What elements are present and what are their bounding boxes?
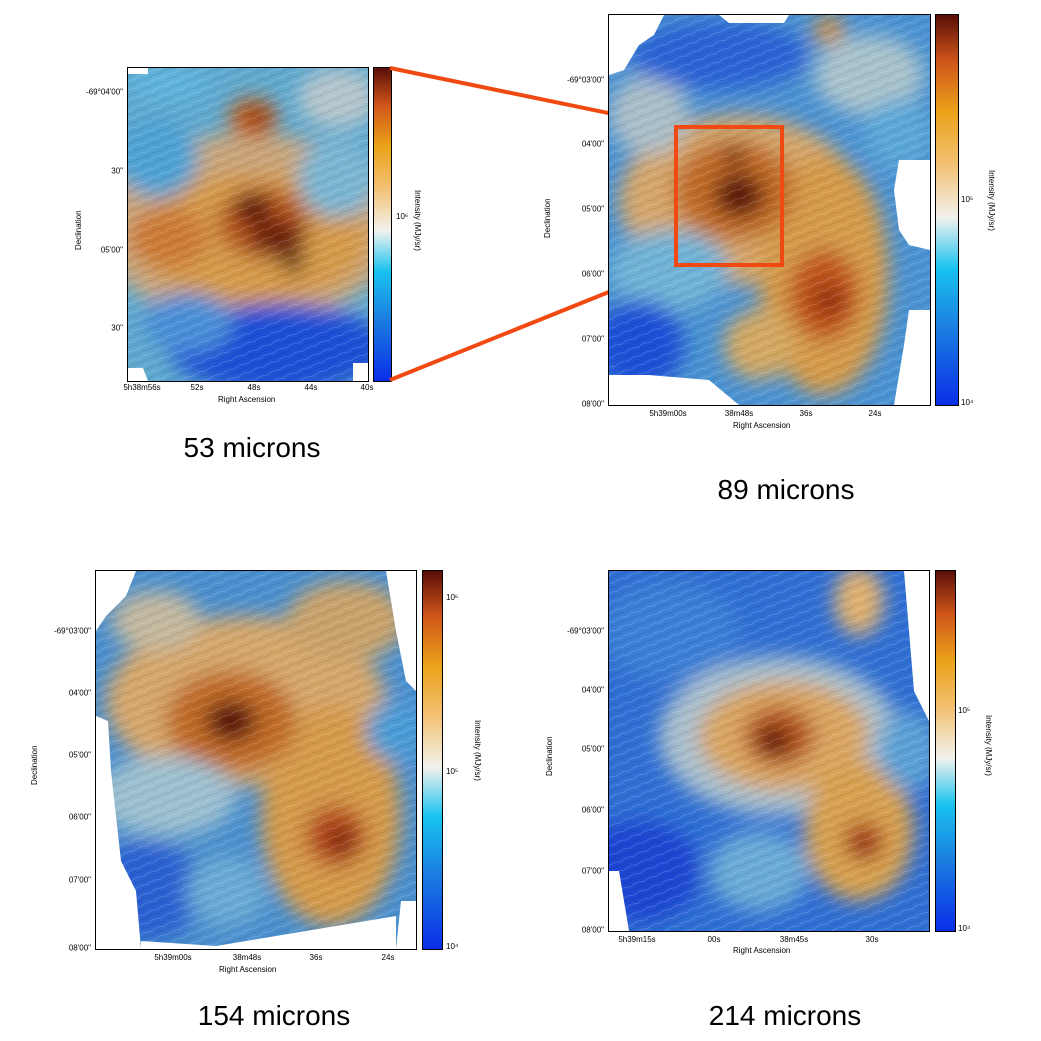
y-tick: 06'00" [581,805,604,815]
colorbar-89 [935,14,959,406]
colorbar-label: Intensity (MJy/sr) [413,190,422,251]
x-tick: 36s [309,953,323,962]
colorbar-154 [422,570,443,950]
x-tick: 30s [865,935,879,944]
x-tick: 24s [868,409,882,418]
intensity-map-53 [127,67,369,382]
y-tick: 05'00" [100,245,123,255]
colorbar-tick: 10⁴ [446,942,459,951]
x-tick: 00s [707,935,721,944]
y-tick: 04'00" [581,139,604,149]
x-tick: 48s [247,383,261,392]
x-tick: 5h39m00s [649,409,687,418]
y-tick: 05'00" [68,750,91,760]
colorbar-label: Intensity (MJy/sr) [987,170,996,231]
y-axis-label: Declination [30,745,39,785]
y-axis-label: Declination [543,198,552,238]
y-tick: 06'00" [68,812,91,822]
intensity-map-154 [95,570,417,950]
y-tick: 05'00" [581,204,604,214]
y-tick: 07'00" [581,334,604,344]
x-axis-label: Right Ascension [733,946,791,955]
y-tick: 08'00" [68,943,91,953]
colorbar-tick: 10⁵ [961,195,974,204]
x-tick: 38m48s [724,409,754,418]
y-tick: 04'00" [68,688,91,698]
x-tick: 52s [190,383,204,392]
x-tick: 5h38m56s [123,383,161,392]
colorbar-tick: 10⁵ [958,706,971,715]
y-tick: -69°03'00" [567,626,604,636]
panel-caption: 214 microns [708,1000,862,1031]
panel-caption: 154 microns [197,1000,351,1031]
y-tick: -69°03'00" [54,626,91,636]
y-tick: 30" [111,323,123,333]
y-tick: 07'00" [581,866,604,876]
panel-caption: 53 microns [183,432,321,463]
x-tick: 24s [381,953,395,962]
x-tick: 38m45s [779,935,809,944]
x-axis-label: Right Ascension [733,421,791,430]
y-tick: 08'00" [581,925,604,935]
y-tick: 06'00" [581,269,604,279]
x-tick: 36s [799,409,813,418]
colorbar-tick: 10⁶ [396,212,409,221]
x-tick: 40s [360,383,374,392]
colorbar-tick: 10⁵ [446,767,459,776]
colorbar-tick: 10⁴ [961,398,974,407]
colorbar-tick: 10⁴ [958,924,971,933]
x-axis-label: Right Ascension [218,395,276,404]
intensity-map-89 [608,14,931,406]
y-tick: 30" [111,166,123,176]
y-tick: 08'00" [581,399,604,409]
y-axis-label: Declination [545,736,554,776]
x-tick: 38m48s [232,953,262,962]
y-axis-label: Declination [74,210,83,250]
panel-caption: 89 microns [717,474,855,505]
x-axis-label: Right Ascension [219,965,277,974]
x-tick: 44s [304,383,318,392]
intensity-map-214 [608,570,930,932]
y-tick: 07'00" [68,875,91,885]
y-tick: -69°04'00" [86,87,123,97]
colorbar-label: Intensity (MJy/sr) [473,720,482,781]
colorbar-tick: 10⁶ [446,593,459,602]
colorbar-label: Intensity (MJy/sr) [984,715,993,776]
y-tick: 05'00" [581,744,604,754]
x-tick: 5h39m00s [154,953,192,962]
x-tick: 5h39m15s [618,935,656,944]
colorbar-53 [373,67,392,382]
y-tick: 04'00" [581,685,604,695]
colorbar-214 [935,570,956,932]
y-tick: -69°03'00" [567,75,604,85]
